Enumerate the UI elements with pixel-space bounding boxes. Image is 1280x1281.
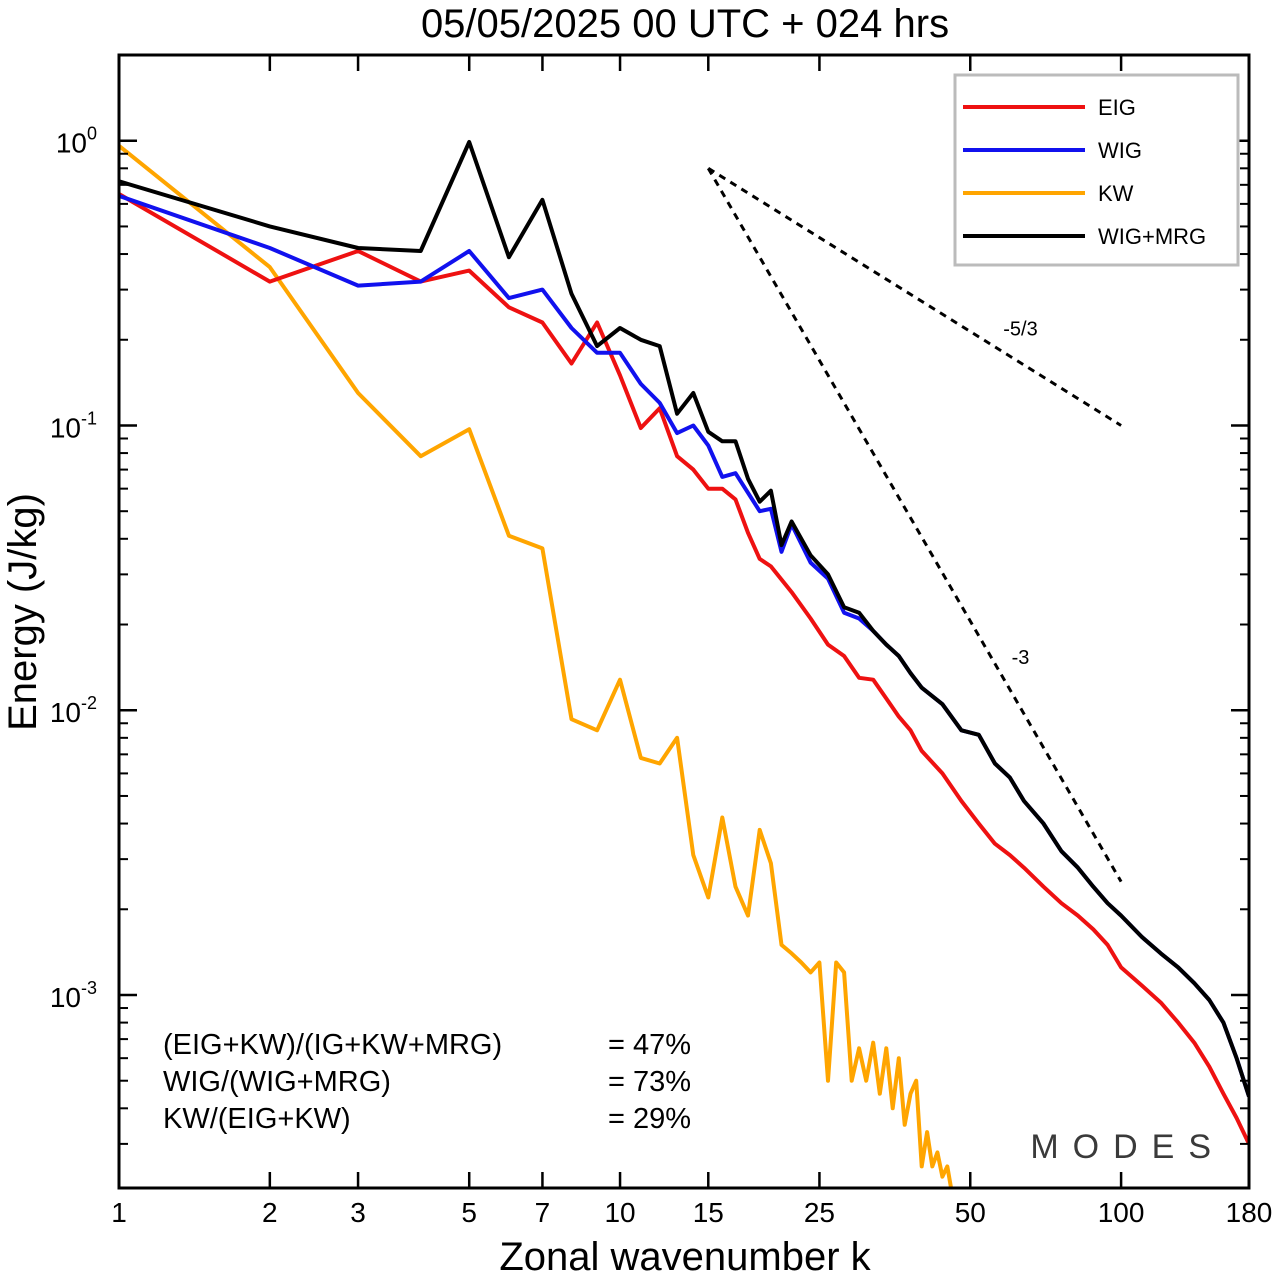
legend-label-wig: WIG (1098, 138, 1142, 163)
stat-label: KW/(EIG+KW) (163, 1103, 351, 1135)
x-tick-label: 10 (604, 1197, 635, 1228)
x-tick-label: 1 (111, 1197, 127, 1228)
x-tick-label: 15 (693, 1197, 724, 1228)
chart-title: 05/05/2025 00 UTC + 024 hrs (421, 2, 949, 46)
x-tick-label: 7 (535, 1197, 551, 1228)
stat-value: = 47% (608, 1029, 691, 1061)
y-axis-label: Energy (J/kg) (1, 493, 45, 731)
stat-value: = 29% (608, 1103, 691, 1135)
axis-ticks: 1 2 3 5 7 10 15 25 50 100 180 100 10-1 10-2 10-3 (50, 54, 1273, 1228)
series-line-eig (119, 192, 1249, 1145)
reference-lines: -5/3 -3 (706, 167, 1123, 883)
legend-label-eig: EIG (1098, 95, 1136, 120)
x-tick-label: 50 (955, 1197, 986, 1228)
slope-line-minus-5-3 (707, 167, 1122, 427)
stat-label: (EIG+KW)/(IG+KW+MRG) (163, 1029, 502, 1061)
legend-label-wig-mrg: WIG+MRG (1098, 224, 1206, 249)
legend-label-kw: KW (1098, 181, 1134, 206)
x-axis-label: Zonal wavenumber k (499, 1235, 871, 1279)
slope-line-minus-3 (706, 167, 1123, 883)
x-tick-label: 5 (461, 1197, 477, 1228)
y-tick-label: 10-2 (50, 693, 97, 728)
stat-label: WIG/(WIG+MRG) (163, 1066, 391, 1098)
series-line-wig-mrg (119, 140, 1249, 1098)
series-line-wig (119, 194, 1249, 1098)
x-tick-label: 25 (804, 1197, 835, 1228)
series-layer (119, 140, 1249, 1188)
x-tick-label: 180 (1226, 1197, 1273, 1228)
x-tick-label: 2 (262, 1197, 278, 1228)
legend: EIG WIG KW WIG+MRG (953, 73, 1240, 267)
plot-frame (117, 53, 1251, 1190)
y-tick-label: 10-1 (50, 408, 97, 443)
slope-label: -5/3 (1003, 318, 1037, 340)
y-tick-label: 10-3 (50, 978, 97, 1013)
series-line-kw (119, 144, 954, 1188)
x-tick-label: 100 (1098, 1197, 1145, 1228)
y-tick-label: 100 (56, 124, 97, 159)
slope-label: -3 (1012, 647, 1030, 669)
stat-value: = 73% (608, 1066, 691, 1098)
x-tick-label: 3 (350, 1197, 366, 1228)
energy-ratio-stats: (EIG+KW)/(IG+KW+MRG) = 47% WIG/(WIG+MRG) = … (163, 1029, 691, 1135)
modes-watermark: MODES (1030, 1128, 1225, 1166)
